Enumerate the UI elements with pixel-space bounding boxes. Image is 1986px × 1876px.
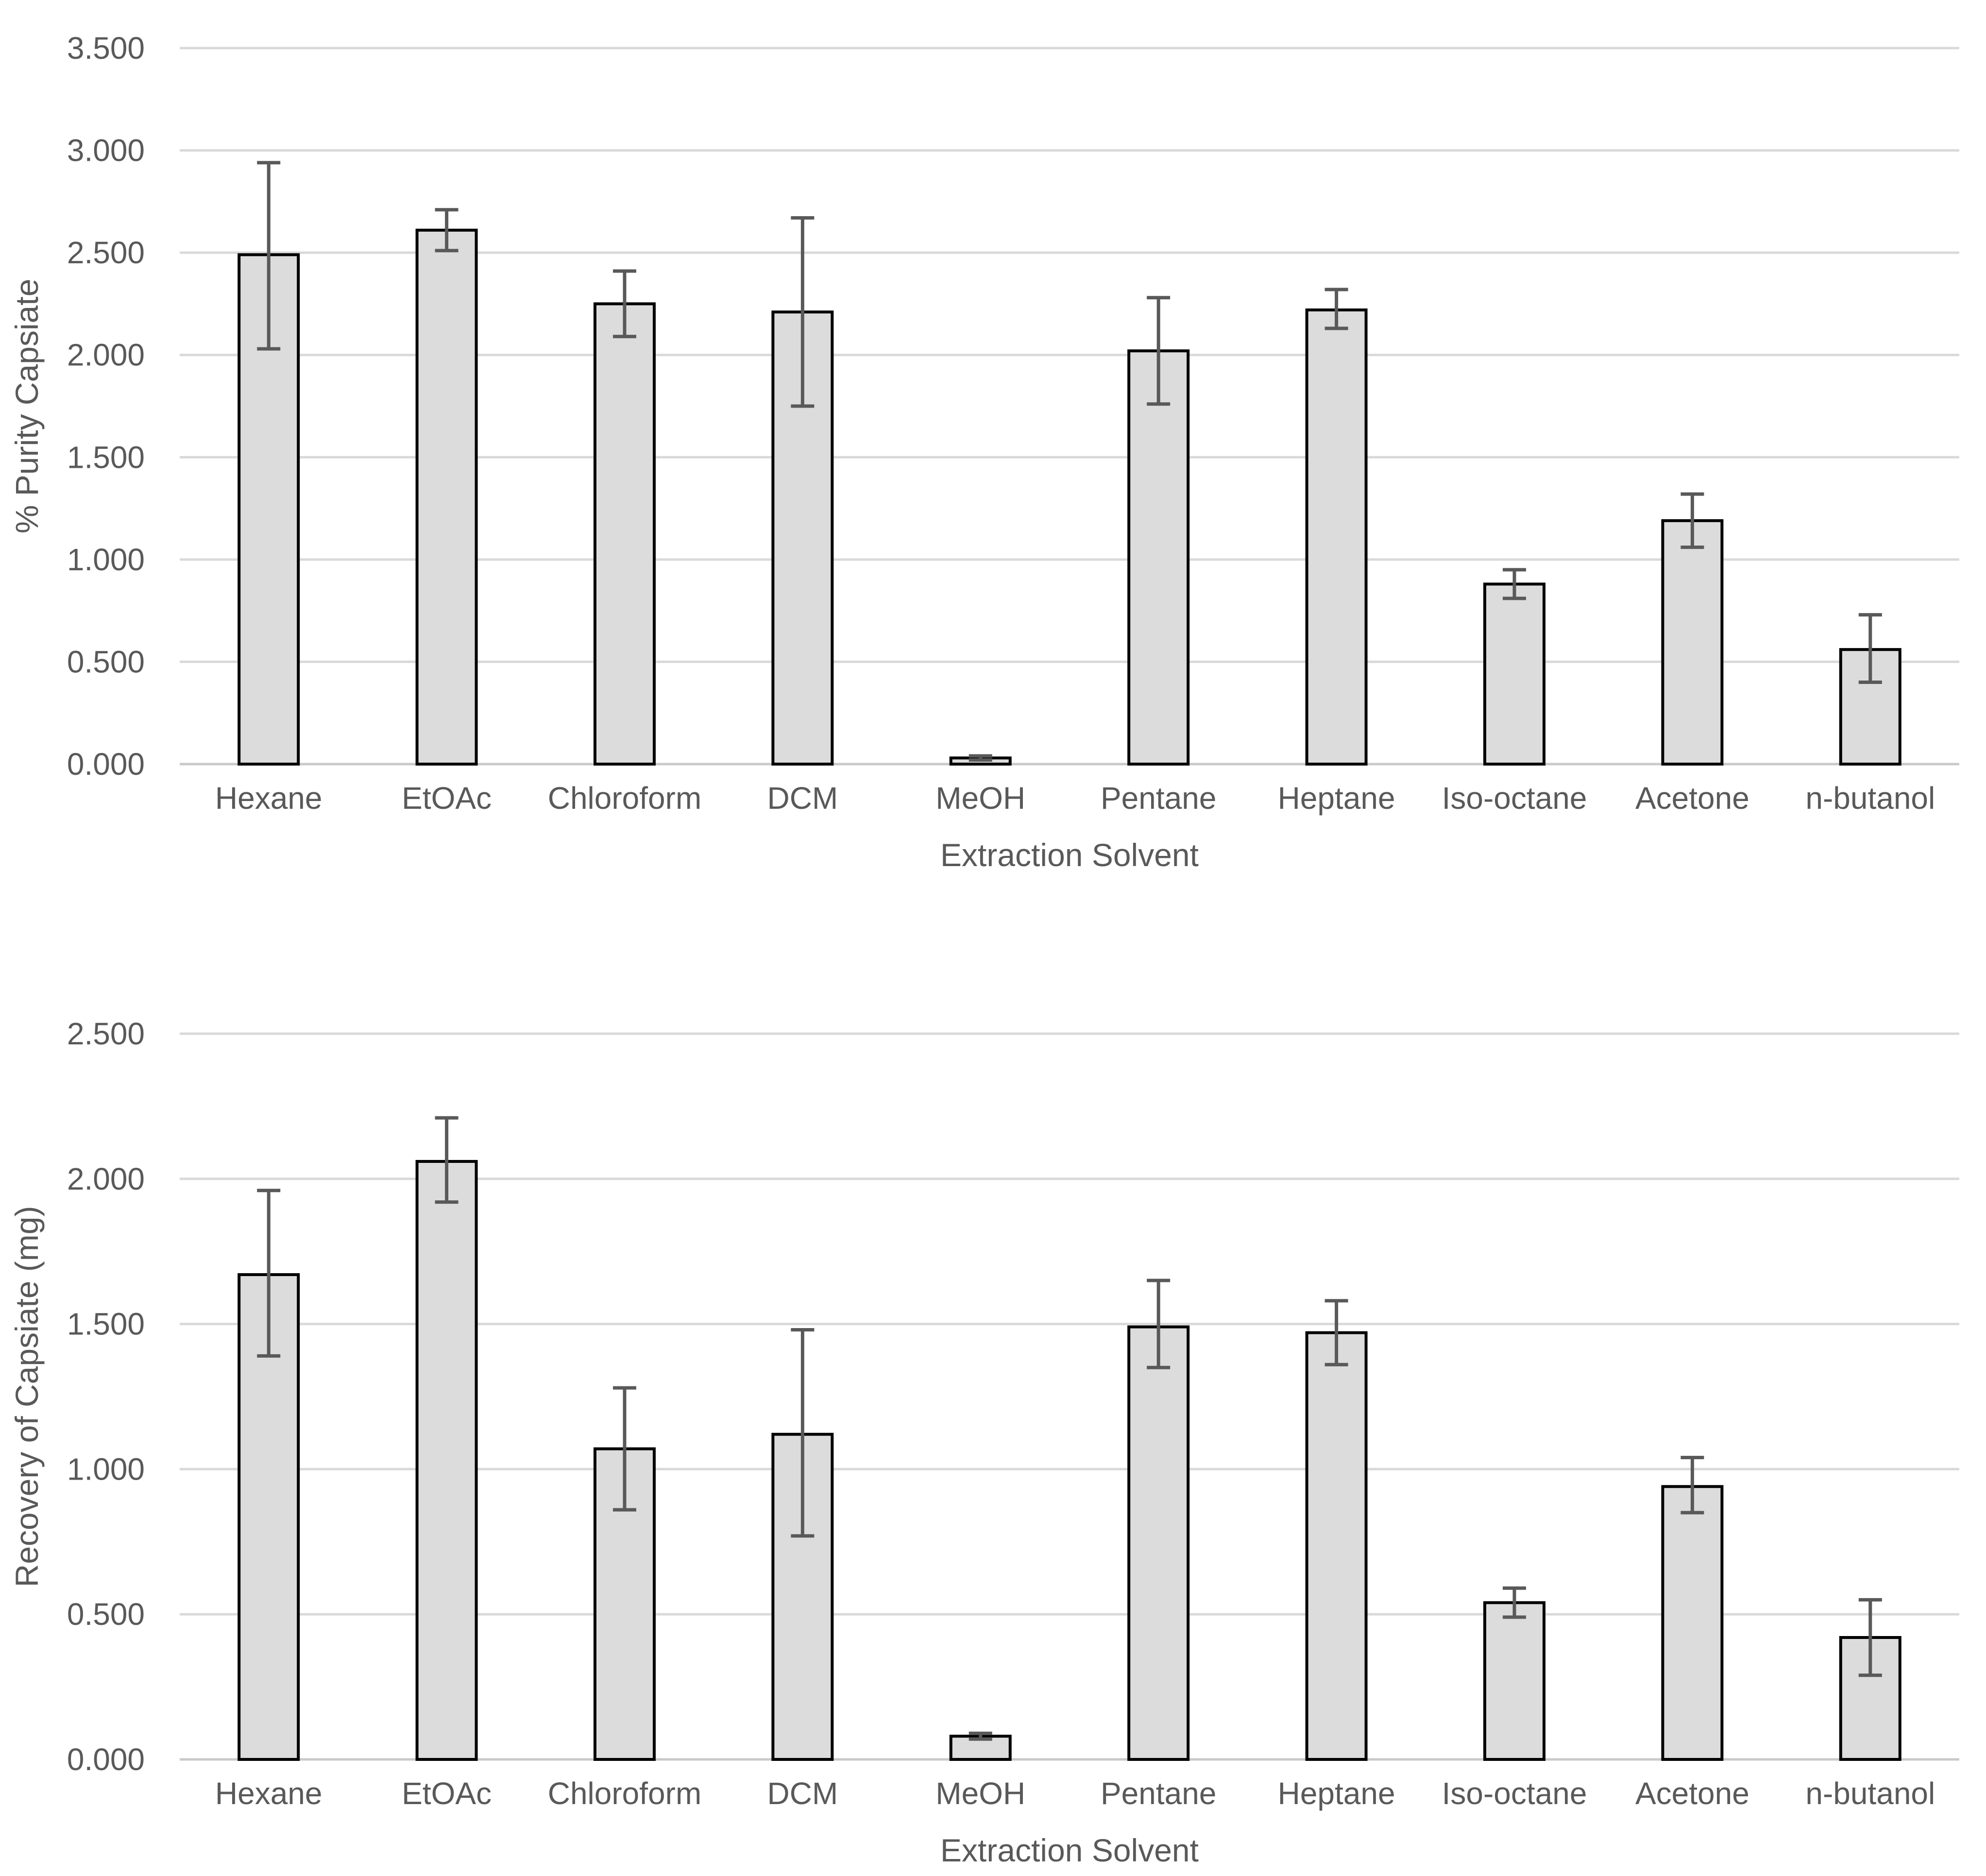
category-label-EtOAc: EtOAc bbox=[402, 1776, 492, 1811]
category-label-Acetone: Acetone bbox=[1635, 1776, 1749, 1811]
recovery-x-axis-title: Extraction Solvent bbox=[940, 1832, 1199, 1868]
purity-plot-area: 0.000 0.500 1.000 1.500 2.000 2.500 3.000 3.500… bbox=[67, 31, 1959, 816]
category-label-Acetone: Acetone bbox=[1635, 781, 1749, 816]
recovery-plot-area: 0.000 0.500 1.000 1.500 2.000 2.500 Hexane EtOA… bbox=[67, 1016, 1959, 1811]
category-label-Heptane: Heptane bbox=[1278, 781, 1395, 816]
recovery-bar-chart: 0.000 0.500 1.000 1.500 2.000 2.500 Hexane EtOA… bbox=[9, 1016, 1959, 1868]
y-tick-label: 1.000 bbox=[67, 1451, 145, 1486]
category-label-Chloroform: Chloroform bbox=[548, 1776, 702, 1811]
bar-Pentane bbox=[1127, 349, 1190, 766]
category-label-Pentane: Pentane bbox=[1101, 1776, 1216, 1811]
y-tick-label: 3.500 bbox=[67, 31, 145, 66]
category-label-EtOAc: EtOAc bbox=[402, 781, 492, 816]
bar-Chloroform bbox=[594, 302, 656, 766]
category-label-DCM: DCM bbox=[767, 1776, 838, 1811]
y-tick-label: 0.000 bbox=[67, 1742, 145, 1777]
y-tick-label: 2.000 bbox=[67, 1161, 145, 1196]
y-tick-label: 0.000 bbox=[67, 747, 145, 782]
category-label-Hexane: Hexane bbox=[215, 1776, 323, 1811]
y-tick-label: 0.500 bbox=[67, 644, 145, 679]
y-tick-label: 2.500 bbox=[67, 235, 145, 270]
bar-Acetone bbox=[1661, 1485, 1724, 1761]
category-label-MeOH: MeOH bbox=[935, 781, 1025, 816]
y-tick-label: 1.000 bbox=[67, 542, 145, 577]
purity-x-axis-title: Extraction Solvent bbox=[940, 837, 1199, 873]
y-tick-label: 2.000 bbox=[67, 338, 145, 373]
y-tick-label: 2.500 bbox=[67, 1016, 145, 1051]
bar-Iso-octane bbox=[1483, 1601, 1545, 1761]
y-tick-label: 1.500 bbox=[67, 1307, 145, 1342]
category-label-Iso-octane: Iso-octane bbox=[1442, 781, 1587, 816]
recovery-y-axis-title: Recovery of Capsiate (mg) bbox=[9, 1206, 45, 1587]
bar-EtOAc bbox=[415, 1160, 478, 1761]
category-label-Iso-octane: Iso-octane bbox=[1442, 1776, 1587, 1811]
category-label-Heptane: Heptane bbox=[1278, 1776, 1395, 1811]
y-tick-label: 3.000 bbox=[67, 133, 145, 168]
purity-bar-chart: 0.000 0.500 1.000 1.500 2.000 2.500 3.000 3.500… bbox=[9, 31, 1959, 873]
purity-y-axis-title: % Purity Capsiate bbox=[9, 279, 45, 534]
category-label-n-butanol: n-butanol bbox=[1805, 1776, 1935, 1811]
category-label-DCM: DCM bbox=[767, 781, 838, 816]
bar-Acetone bbox=[1661, 519, 1724, 766]
category-label-n-butanol: n-butanol bbox=[1805, 781, 1935, 816]
category-label-MeOH: MeOH bbox=[935, 1776, 1025, 1811]
bar-Heptane bbox=[1305, 308, 1368, 766]
category-label-Hexane: Hexane bbox=[215, 781, 323, 816]
category-label-Pentane: Pentane bbox=[1101, 781, 1216, 816]
y-tick-label: 0.500 bbox=[67, 1597, 145, 1632]
bar-EtOAc bbox=[415, 228, 478, 766]
category-label-Chloroform: Chloroform bbox=[548, 781, 702, 816]
y-tick-label: 1.500 bbox=[67, 440, 145, 475]
bar-Iso-octane bbox=[1483, 582, 1545, 766]
bar-Heptane bbox=[1305, 1331, 1368, 1761]
bar-Pentane bbox=[1127, 1325, 1190, 1761]
